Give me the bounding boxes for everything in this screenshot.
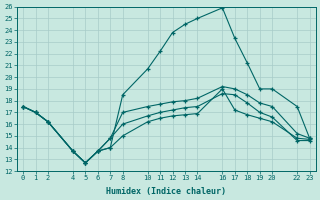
X-axis label: Humidex (Indice chaleur): Humidex (Indice chaleur) bbox=[106, 187, 226, 196]
